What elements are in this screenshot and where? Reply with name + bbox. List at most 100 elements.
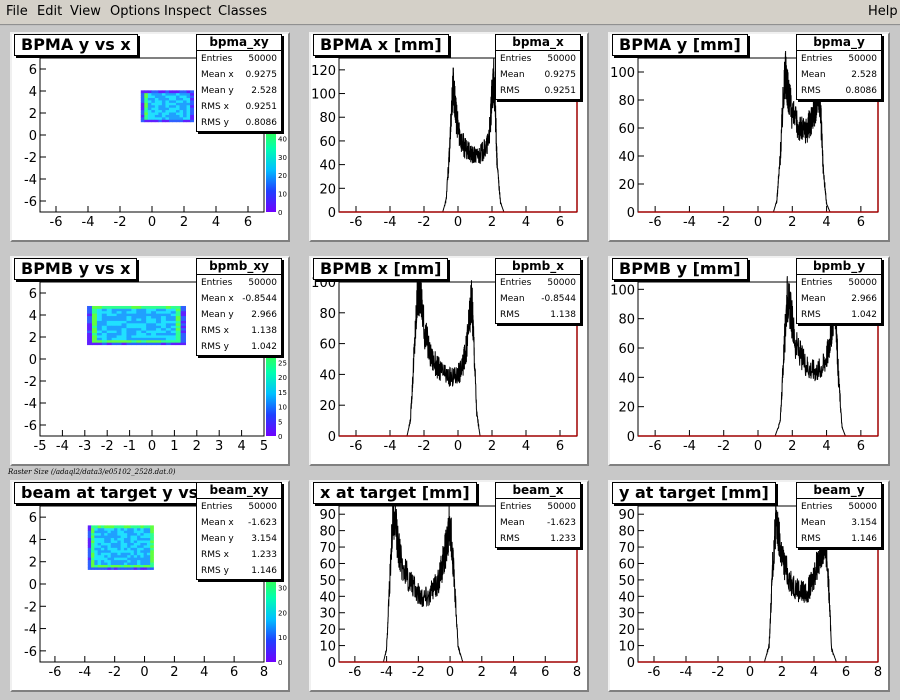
x-tick-label: -6 [350,215,363,230]
pad-beam_x[interactable]: -6 -4 -2 0 2 4 6 8 0 10 20 30 40 50 60 70 80 90 x at targe… [309,480,589,692]
stats-label: Entries [201,54,233,64]
colorbar-tick-label: 20 [278,609,287,617]
stats-row: Mean x -1.623 [197,515,281,531]
y-tick-label: -4 [24,623,37,638]
y-tick-label: 20 [618,401,635,416]
pad-bpmb_xy[interactable]: 0 5 10 15 20 25 -5 -4 -3 -2 -1 0 1 2 3 4 5 -6 -4 -2 0 2 4 6 BPMB… [10,256,290,466]
stats-row: Mean -1.623 [496,515,580,531]
stats-row: Entries 50000 [797,275,881,291]
y-tick-label: 2 [29,107,37,122]
y-tick-label: 90 [618,508,635,523]
pad-beam_y[interactable]: -6 -4 -2 0 2 4 6 8 0 10 20 30 40 50 60 70 80 90 y at targe… [608,480,890,692]
stats-box[interactable]: bpmb_xy Entries 50000 Mean x -0.8544 Mean y 2.… [196,258,282,356]
stats-row: Mean -0.8544 [496,291,580,307]
stats-row: Mean x -0.8544 [197,291,281,307]
stats-value: 3.154 [251,534,277,544]
pad-bpma_xy[interactable]: 0 10 20 30 40 -6 -4 -2 0 2 4 6 -6 -4 -2 0 2 4 6 BPMA y vs x… [10,32,290,242]
menu-inspect[interactable]: Inspect [164,4,212,19]
menu-classes[interactable]: Classes [218,4,267,19]
y-tick-label: 50 [618,574,635,589]
stats-label: Entries [500,278,532,288]
stats-label: RMS [500,310,520,320]
menu-edit[interactable]: Edit [37,4,63,19]
stats-value: 0.9275 [544,70,577,80]
colorbar-tick-label: 40 [278,135,287,143]
x-tick-label: 8 [874,665,882,680]
stats-row: Entries 50000 [197,499,281,515]
stats-box[interactable]: beam_x Entries 50000 Mean -1.623 RMS 1.233 [495,482,581,548]
y-tick-label: 60 [319,338,336,353]
y-tick-label: 2 [29,331,37,346]
x-tick-label: 2 [488,439,496,454]
stats-label: Mean y [201,86,234,96]
stats-value: 50000 [248,54,277,64]
x-tick-label: -2 [717,439,730,454]
stats-box[interactable]: bpmb_x Entries 50000 Mean -0.8544 RMS 1.138 [495,258,581,324]
colorbar-tick-label: 30 [278,584,287,592]
x-tick-label: 2 [778,665,786,680]
pad-bpmb_x[interactable]: -6 -4 -2 0 2 4 6 0 20 40 60 80 100 BPMB x [mm] bpmb_x E… [309,256,589,466]
x-tick-label: -6 [348,665,361,680]
stats-row: RMS y 0.8086 [197,115,281,131]
menu-file[interactable]: File [6,4,28,19]
y-tick-label: 90 [319,508,336,523]
stats-row: Entries 50000 [496,275,580,291]
pad-title: beam at target y vs x [14,482,222,504]
x-tick-label: 4 [237,439,245,454]
y-tick-label: 60 [618,342,635,357]
x-tick-label: 0 [148,439,156,454]
y-tick-label: 0 [328,430,336,445]
y-tick-label: -6 [24,419,37,434]
stats-row: RMS y 1.042 [197,339,281,355]
stats-label: Entries [201,502,233,512]
stats-name: bpma_y [797,35,881,51]
x-tick-label: 2 [788,439,796,454]
stats-label: RMS [801,534,821,544]
stats-box[interactable]: beam_y Entries 50000 Mean 3.154 RMS 1.146 [796,482,882,548]
x-tick-label: 6 [556,439,564,454]
menu-view[interactable]: View [70,4,101,19]
histogram-line [772,50,831,213]
stats-row: Mean 3.154 [797,515,881,531]
stats-box[interactable]: bpma_y Entries 50000 Mean 2.528 RMS 0.8086 [796,34,882,100]
x-tick-label: -2 [114,215,127,230]
stats-value: 50000 [848,278,877,288]
x-tick-label: 6 [244,215,252,230]
y-tick-label: 6 [29,63,37,78]
stats-value: 2.528 [851,70,877,80]
stats-row: Entries 50000 [496,51,580,67]
stats-box[interactable]: bpmb_y Entries 50000 Mean 2.966 RMS 1.042 [796,258,882,324]
y-tick-label: 80 [618,94,635,109]
x-tick-label: -4 [78,665,91,680]
x-tick-label: 6 [541,665,549,680]
stats-label: RMS x [201,550,229,560]
y-tick-label: 40 [618,371,635,386]
stats-value: 1.138 [550,310,576,320]
menu-options[interactable]: Options [110,4,161,19]
menu-help[interactable]: Help [868,4,898,19]
x-tick-label: 6 [556,215,564,230]
stats-value: 50000 [547,502,576,512]
colorbar-tick-label: 10 [278,404,287,412]
pad-beam_xy[interactable]: 0 10 20 30 -6 -4 -2 0 2 4 6 8 -6 -4 -2 0 2 4 6 beam at targ… [10,480,290,692]
y-tick-label: -2 [24,600,37,615]
histogram-line [763,502,837,663]
y-tick-label: -2 [24,375,37,390]
stats-row: RMS x 0.9251 [197,99,281,115]
stats-box[interactable]: bpma_x Entries 50000 Mean 0.9275 RMS 0.9251 [495,34,581,100]
menu-bar: File Edit View Options Inspect Classes H… [0,0,900,25]
stats-box[interactable]: bpma_xy Entries 50000 Mean x 0.9275 Mean y 2.5… [196,34,282,132]
x-tick-label: -2 [101,439,114,454]
x-tick-label: -2 [412,665,425,680]
x-tick-label: 4 [200,665,208,680]
heatmap-cells [140,90,194,123]
y-tick-label: 40 [319,159,336,174]
pad-bpma_x[interactable]: -6 -4 -2 0 2 4 6 0 20 40 60 80 100 120 BPMA x [mm] bpma… [309,32,589,242]
pad-bpma_y[interactable]: -6 -4 -2 0 2 4 6 0 20 40 60 80 100 BPMA y [mm] bpma_y E… [608,32,890,242]
stats-box[interactable]: beam_xy Entries 50000 Mean x -1.623 Mean y 3.1… [196,482,282,580]
pad-bpmb_y[interactable]: -6 -4 -2 0 2 4 6 0 20 40 60 80 100 BPMB y [mm] bpmb_y E… [608,256,890,466]
y-tick-label: 80 [319,525,336,540]
stats-value: 3.154 [851,518,877,528]
colorbar-tick-label: 10 [278,634,287,642]
y-tick-label: 100 [610,283,635,298]
